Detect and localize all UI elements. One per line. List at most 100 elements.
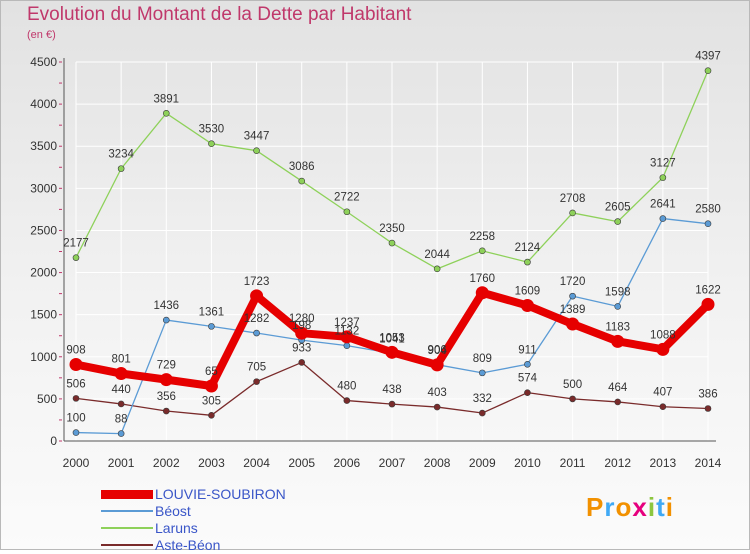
legend-swatch — [101, 527, 153, 529]
x-tick-label: 2008 — [424, 456, 451, 470]
y-tick-label: 4000 — [30, 97, 57, 111]
data-point — [611, 334, 625, 348]
data-point — [208, 412, 215, 419]
data-label: 3086 — [289, 161, 315, 173]
data-point — [162, 109, 170, 117]
data-label: 500 — [563, 379, 582, 391]
y-tick-label: 3500 — [30, 139, 57, 153]
x-tick-label: 2006 — [334, 456, 361, 470]
logo-letter: x — [632, 492, 648, 522]
data-label: 2124 — [515, 242, 541, 254]
data-point — [433, 403, 441, 411]
data-point — [340, 330, 354, 344]
x-tick-label: 2002 — [153, 456, 180, 470]
data-point — [475, 286, 489, 300]
x-tick-label: 2013 — [650, 456, 677, 470]
data-point — [659, 403, 667, 411]
data-label: 1361 — [199, 306, 225, 318]
data-label: 2708 — [560, 193, 586, 205]
data-point — [478, 369, 486, 377]
data-point — [298, 359, 306, 366]
data-label: 386 — [698, 388, 717, 400]
data-label: 1389 — [560, 304, 586, 316]
data-label: 305 — [202, 395, 221, 407]
data-label: 2350 — [379, 223, 405, 235]
data-label: 3234 — [108, 149, 134, 161]
data-point — [388, 400, 396, 408]
data-point — [117, 430, 125, 437]
data-point — [704, 67, 712, 74]
data-point — [204, 379, 218, 393]
x-tick-label: 2005 — [288, 456, 315, 470]
data-label: 407 — [653, 387, 672, 399]
data-point — [114, 367, 128, 381]
x-tick-label: 2010 — [514, 456, 541, 470]
data-point — [433, 265, 441, 273]
data-label: 403 — [428, 387, 447, 399]
data-label: 933 — [292, 342, 311, 354]
data-label: 801 — [112, 354, 131, 366]
data-point — [117, 165, 125, 172]
data-label: 1088 — [650, 329, 676, 341]
data-point — [72, 395, 80, 402]
data-label: 1723 — [244, 276, 270, 288]
data-label: 3891 — [153, 93, 179, 105]
data-label: 1053 — [379, 332, 405, 344]
data-point — [659, 174, 667, 181]
data-point — [701, 297, 715, 311]
data-label: 1041 — [379, 333, 405, 345]
data-point — [569, 209, 576, 217]
data-point — [72, 254, 80, 261]
data-label: 1760 — [469, 273, 495, 285]
legend-label: Aste-Béon — [155, 537, 221, 553]
data-point — [524, 258, 531, 266]
x-tick-label: 2001 — [108, 456, 135, 470]
data-label: 2044 — [424, 249, 450, 261]
data-point — [72, 429, 80, 436]
legend-swatch — [101, 490, 153, 499]
data-point — [253, 329, 260, 337]
data-point — [253, 147, 260, 154]
x-tick-label: 2000 — [63, 456, 90, 470]
data-label: 574 — [518, 373, 538, 385]
data-point — [385, 345, 399, 359]
data-label: 2641 — [650, 199, 676, 211]
data-label: 809 — [473, 353, 492, 365]
legend-label: Laruns — [155, 520, 198, 536]
data-label: 908 — [66, 345, 85, 357]
logo-letter: P — [586, 492, 605, 522]
data-point — [162, 316, 170, 324]
data-point — [253, 378, 260, 385]
legend-swatch — [101, 544, 153, 546]
data-label: 911 — [518, 344, 536, 356]
data-point — [704, 405, 712, 412]
data-label: 1280 — [289, 313, 315, 325]
data-point — [250, 289, 264, 303]
data-label: 480 — [337, 381, 356, 393]
data-label: 440 — [112, 384, 131, 396]
x-tick-label: 2012 — [604, 456, 631, 470]
data-point — [430, 358, 444, 372]
data-label: 1237 — [334, 317, 360, 329]
data-label: 729 — [157, 360, 176, 372]
data-label: 2580 — [695, 204, 721, 216]
data-point — [659, 215, 667, 222]
chart-title: Evolution du Montant de la Dette par Hab… — [27, 4, 412, 25]
data-point — [566, 317, 580, 331]
data-label: 464 — [608, 382, 628, 394]
data-label: 2605 — [605, 202, 631, 214]
data-label: 356 — [157, 391, 176, 403]
y-tick-label: 1000 — [30, 350, 57, 364]
x-tick-label: 2007 — [379, 456, 406, 470]
data-label: 1132 — [334, 326, 359, 338]
x-tick-label: 2004 — [243, 456, 270, 470]
data-point — [614, 303, 622, 310]
x-tick-label: 2009 — [469, 456, 496, 470]
data-label: 1183 — [605, 321, 630, 333]
legend-swatch — [101, 510, 153, 512]
data-label: 1609 — [515, 285, 541, 297]
data-point — [162, 407, 170, 415]
x-tick-label: 2014 — [695, 456, 722, 470]
data-point — [343, 342, 351, 349]
